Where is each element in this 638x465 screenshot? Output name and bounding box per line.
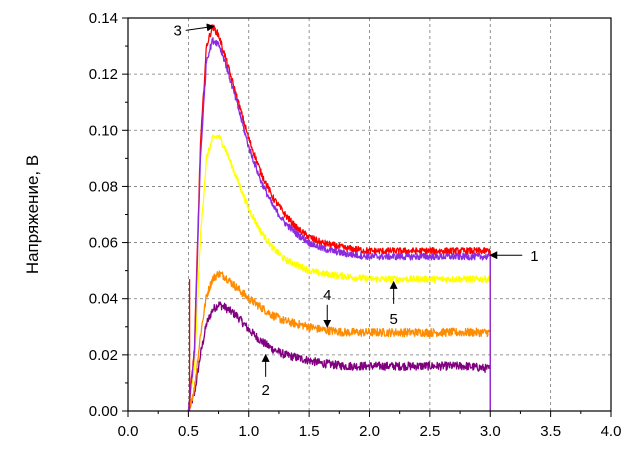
curve-annotations: 1 2 3 4 5 [174,22,539,398]
x-tick-labels: 0.0 0.5 1.0 1.5 2.0 2.5 3.0 3.5 4.0 [118,423,622,440]
annotation-label: 5 [389,311,397,328]
y-tick-label: 0.12 [89,66,118,83]
grid [128,18,611,411]
y-tick-label: 0.14 [89,10,118,27]
series-line-4 [187,270,491,412]
annotation-label: 2 [261,382,269,399]
x-tick-label: 3.5 [540,423,561,440]
x-tick-label: 0.5 [178,423,199,440]
annotation-label: 1 [530,248,538,265]
series-line-2 [187,301,491,412]
annotation-arrow [185,23,215,32]
x-tick-label: 4.0 [601,423,622,440]
y-axis-label: Напряжение, В [23,155,42,274]
annotation-label: 4 [323,287,331,304]
y-tick-label: 0.02 [89,347,118,364]
annotation-label: 3 [174,22,182,39]
y-tick-label: 0.08 [89,178,118,195]
x-tick-label: 2.0 [359,423,380,440]
x-tick-label: 0.0 [118,423,139,440]
y-tick-label: 0.04 [89,291,118,308]
y-tick-label: 0.06 [89,235,118,252]
axis-ticks [122,17,612,417]
x-tick-label: 3.0 [480,423,501,440]
y-tick-labels: 0.00 0.02 0.04 0.06 0.08 0.10 0.12 0.14 [89,10,118,420]
y-tick-label: 0.00 [89,403,118,420]
y-tick-label: 0.10 [89,122,118,139]
series-lines [187,24,491,412]
x-tick-label: 1.5 [299,423,320,440]
series-line-5 [187,134,491,412]
series-line-3 [187,24,491,412]
series-line-1 [187,37,491,412]
x-tick-label: 2.5 [419,423,440,440]
x-tick-label: 1.0 [238,423,259,440]
